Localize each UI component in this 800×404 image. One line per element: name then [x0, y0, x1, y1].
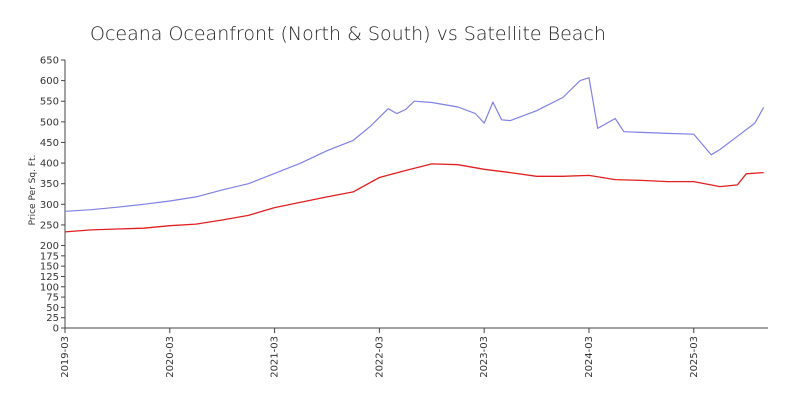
y-tick-label: 100: [40, 282, 59, 293]
x-tick-label: 2024-03: [584, 336, 595, 378]
x-tick-label: 2019-03: [60, 336, 71, 378]
y-tick-label: 0: [53, 324, 59, 335]
series-layer: [64, 77, 765, 233]
x-tick-label: 2025-03: [689, 336, 700, 378]
x-tick-label: 2020-03: [165, 336, 176, 378]
y-tick-label: 150: [40, 262, 59, 273]
y-tick-label: 550: [40, 97, 59, 108]
y-tick-label: 250: [40, 220, 59, 231]
y-tick-label: 175: [40, 251, 59, 262]
y-axis-label: Price Per Sq. Ft.: [28, 155, 38, 226]
y-tick-label: 600: [40, 76, 59, 87]
y-tick-label: 350: [40, 179, 59, 190]
y-tick-label: 500: [40, 117, 59, 128]
y-tick-label: 125: [40, 272, 59, 283]
chart-title: Oceana Oceanfront (North & South) vs Sat…: [90, 23, 606, 45]
y-tick-label: 650: [40, 56, 59, 67]
y-tick-label: 400: [40, 159, 59, 170]
y-tick-label: 50: [46, 303, 59, 314]
x-tick-label: 2021-03: [270, 336, 281, 378]
x-tick-label: 2022-03: [374, 336, 385, 378]
y-tick-label: 450: [40, 138, 59, 149]
y-tick-label: 75: [46, 293, 59, 304]
y-tick-label: 25: [46, 313, 59, 324]
y-tick-label: 200: [40, 241, 59, 252]
series-line-2: [64, 163, 764, 233]
series-line-1: [64, 77, 765, 212]
x-axis: 2019-03 2020-03 2021-03 2022-03 2023-03 2024-…: [60, 327, 768, 378]
y-tick-label: 300: [40, 200, 59, 211]
x-tick-label: 2023-03: [479, 336, 490, 378]
